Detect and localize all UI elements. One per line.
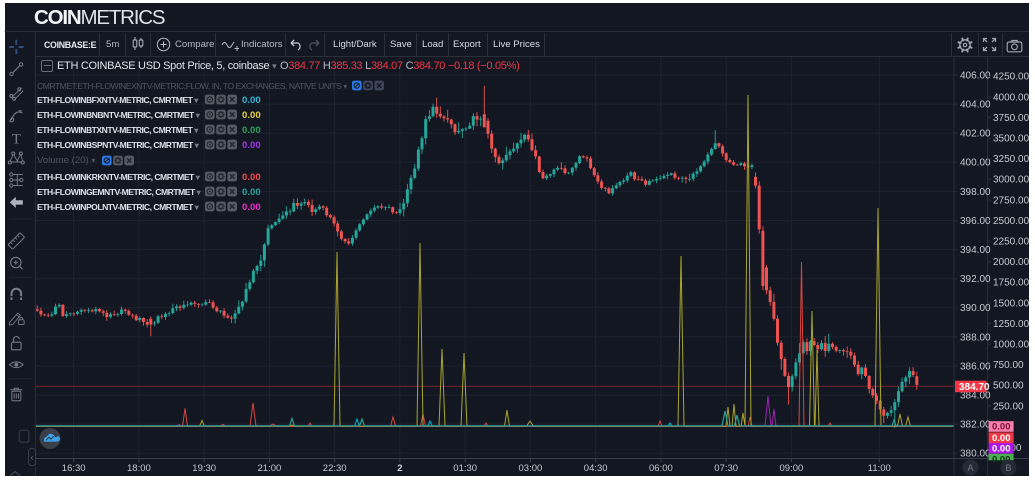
svg-text:390.00: 390.00 xyxy=(960,303,991,314)
svg-text:09:00: 09:00 xyxy=(780,463,804,474)
svg-text:0.00: 0.00 xyxy=(992,444,1011,455)
svg-text:3750.00: 3750.00 xyxy=(993,113,1030,124)
svg-text:21:00: 21:00 xyxy=(258,463,282,474)
svg-text:04:30: 04:30 xyxy=(584,463,608,474)
svg-text:11:00: 11:00 xyxy=(868,463,891,474)
svg-text:2750.00: 2750.00 xyxy=(993,195,1030,206)
svg-text:4000.00: 4000.00 xyxy=(993,92,1030,103)
svg-text:380.00: 380.00 xyxy=(960,449,991,460)
svg-text:18:00: 18:00 xyxy=(127,463,151,474)
svg-text:384.70: 384.70 xyxy=(959,382,990,393)
svg-text:2250.00: 2250.00 xyxy=(993,237,1030,248)
svg-text:396.00: 396.00 xyxy=(960,216,991,227)
svg-text:406.00: 406.00 xyxy=(960,70,991,81)
svg-text:250.00: 250.00 xyxy=(993,401,1024,412)
svg-text:392.00: 392.00 xyxy=(960,274,991,285)
svg-text:0.00: 0.00 xyxy=(992,433,1011,444)
svg-text:1000.00: 1000.00 xyxy=(993,340,1030,351)
svg-text:A: A xyxy=(967,463,973,473)
svg-text:06:00: 06:00 xyxy=(649,463,673,474)
svg-text:4250.00: 4250.00 xyxy=(993,72,1030,83)
svg-text:1750.00: 1750.00 xyxy=(993,278,1030,289)
svg-text:404.00: 404.00 xyxy=(960,100,991,111)
svg-text:386.00: 386.00 xyxy=(960,361,991,372)
svg-text:0.00: 0.00 xyxy=(992,454,1011,465)
svg-text:1250.00: 1250.00 xyxy=(993,319,1030,330)
svg-text:3250.00: 3250.00 xyxy=(993,154,1030,165)
svg-text:16:30: 16:30 xyxy=(62,463,86,474)
svg-text:‹: ‹ xyxy=(31,453,34,462)
svg-text:03:00: 03:00 xyxy=(519,463,543,474)
svg-text:384.00: 384.00 xyxy=(960,391,991,402)
svg-text:750.00: 750.00 xyxy=(993,360,1024,371)
svg-text:1500.00: 1500.00 xyxy=(993,298,1030,309)
svg-text:2000.00: 2000.00 xyxy=(993,257,1030,268)
svg-text:388.00: 388.00 xyxy=(960,332,991,343)
svg-text:B: B xyxy=(1005,463,1011,473)
svg-text:0.00: 0.00 xyxy=(992,422,1011,433)
svg-text:500.00: 500.00 xyxy=(993,381,1024,392)
svg-text:07:30: 07:30 xyxy=(714,463,738,474)
svg-text:382.00: 382.00 xyxy=(960,420,991,431)
svg-text:22:30: 22:30 xyxy=(323,463,347,474)
svg-text:400.00: 400.00 xyxy=(960,158,991,169)
svg-text:2500.00: 2500.00 xyxy=(993,216,1030,227)
svg-text:402.00: 402.00 xyxy=(960,129,991,140)
svg-text:01:30: 01:30 xyxy=(453,463,477,474)
svg-text:398.00: 398.00 xyxy=(960,187,991,198)
svg-text:T: T xyxy=(11,132,20,148)
svg-text:3500.00: 3500.00 xyxy=(993,134,1030,145)
svg-text:394.00: 394.00 xyxy=(960,245,991,256)
svg-text:2: 2 xyxy=(397,463,402,474)
svg-text:19:30: 19:30 xyxy=(192,463,216,474)
svg-text:3000.00: 3000.00 xyxy=(993,175,1030,186)
